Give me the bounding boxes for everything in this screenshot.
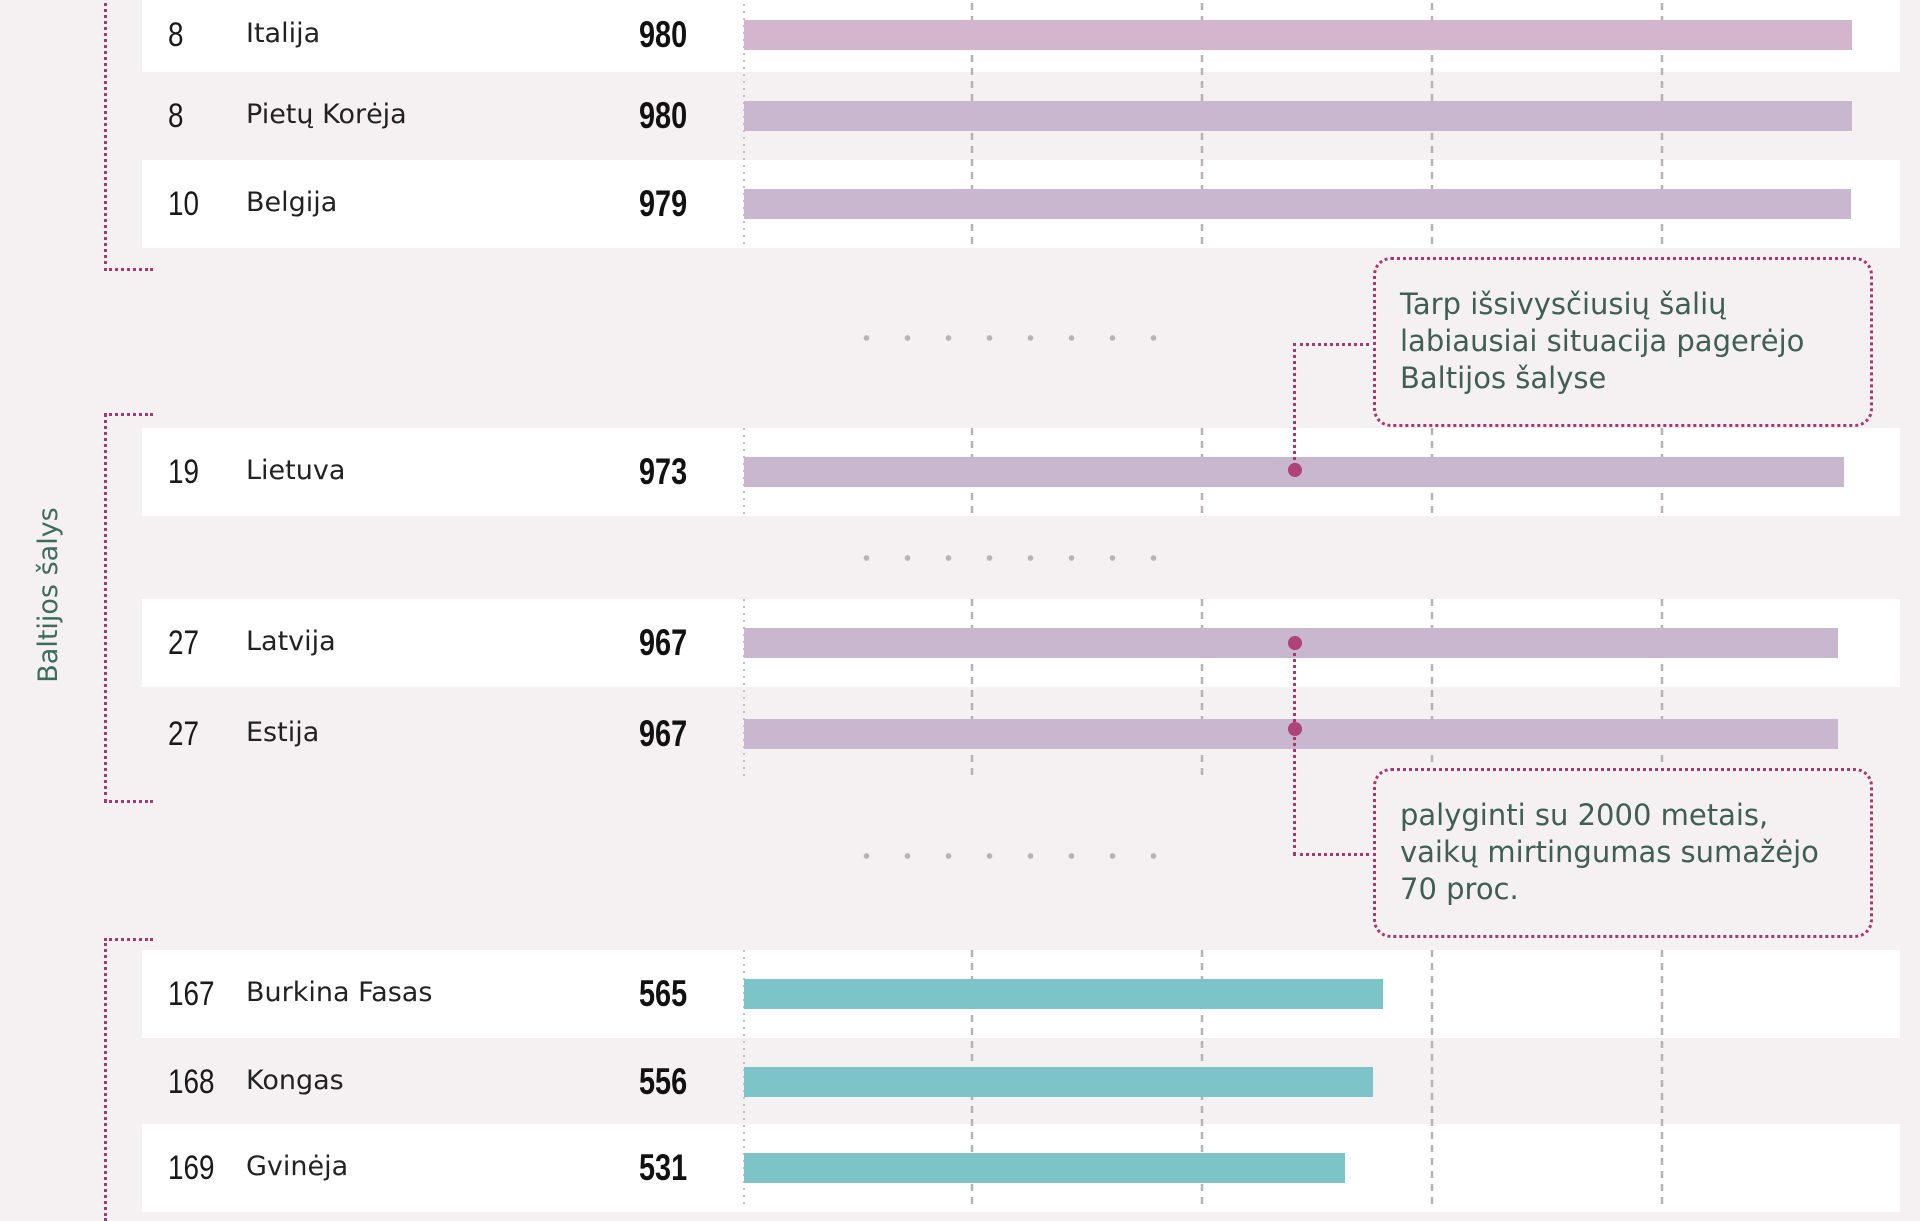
bracket-bottom-group <box>104 938 153 1221</box>
annotation-mortality-drop: palyginti su 2000 metais, vaikų mirtingu… <box>1373 768 1873 938</box>
bracket-top-group <box>104 0 153 271</box>
annotation-baltic-improvement: Tarp išsivysčiusių šalių labiausiai situ… <box>1373 257 1873 427</box>
country-label: Estija <box>246 717 320 748</box>
country-label: Pietų Korėja <box>246 99 407 130</box>
value-label: 980 <box>639 95 688 136</box>
rank-label: 169 <box>168 1149 215 1187</box>
country-label: Kongas <box>246 1065 344 1096</box>
rank-label: 8 <box>168 97 184 135</box>
annotation-line: labiausiai situacija pagerėjo <box>1400 324 1805 358</box>
rank-label: 19 <box>168 453 200 491</box>
annotation-line: Baltijos šalyse <box>1400 361 1607 395</box>
bar-belgija <box>744 189 1851 219</box>
marker-estija <box>1288 722 1302 736</box>
country-label: Lietuva <box>246 455 346 486</box>
country-label: Italija <box>246 18 321 49</box>
ellipsis-separator <box>846 851 1186 861</box>
rank-label: 27 <box>168 715 200 753</box>
group-label-baltic: Baltijos šalys <box>33 507 64 683</box>
country-label: Gvinėja <box>246 1151 349 1182</box>
country-label: Latvija <box>246 626 336 657</box>
value-label: 565 <box>639 973 688 1014</box>
rank-label: 27 <box>168 624 200 662</box>
bar-burkina-fasas <box>744 979 1383 1009</box>
callout-leader-bottom <box>1293 640 1376 856</box>
marker-latvija <box>1288 636 1302 650</box>
country-label: Belgija <box>246 187 338 218</box>
rank-label: 8 <box>168 16 184 54</box>
callout-leader-top <box>1293 343 1376 472</box>
ellipsis-separator <box>846 553 1186 563</box>
value-label: 980 <box>639 14 688 55</box>
rank-label: 168 <box>168 1063 215 1101</box>
rank-label: 167 <box>168 975 215 1013</box>
value-label: 979 <box>639 183 688 224</box>
rank-label: 10 <box>168 185 200 223</box>
value-label: 531 <box>639 1147 688 1188</box>
value-label: 556 <box>639 1061 688 1102</box>
annotation-line: vaikų mirtingumas sumažėjo <box>1400 835 1819 869</box>
bracket-baltic-group <box>104 413 153 803</box>
value-label: 973 <box>639 451 688 492</box>
bar-italija <box>744 20 1852 50</box>
annotation-line: 70 proc. <box>1400 872 1519 906</box>
value-label: 967 <box>639 622 688 663</box>
bar-pietų-korėja <box>744 101 1852 131</box>
ellipsis-separator <box>846 333 1186 343</box>
bar-gvinėja <box>744 1153 1345 1183</box>
annotation-line: palyginti su 2000 metais, <box>1400 798 1769 832</box>
annotation-line: Tarp išsivysčiusių šalių <box>1400 287 1727 321</box>
bar-kongas <box>744 1067 1373 1097</box>
country-label: Burkina Fasas <box>246 977 433 1008</box>
value-label: 967 <box>639 713 688 754</box>
marker-lietuva <box>1288 463 1302 477</box>
